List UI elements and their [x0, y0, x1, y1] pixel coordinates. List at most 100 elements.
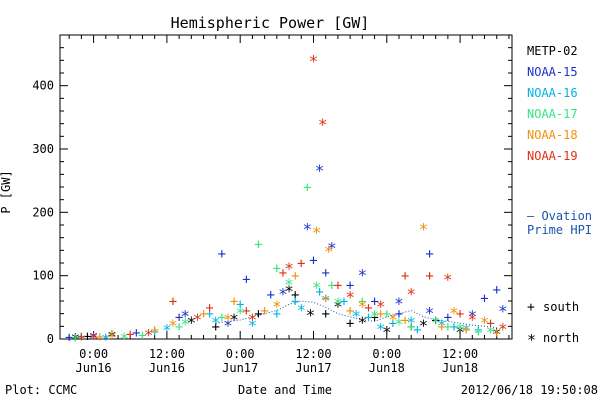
x-tick-label-time: 0:00	[372, 347, 401, 361]
south-point-noaa-16: +	[273, 307, 281, 323]
legend-item-noaa-17: NOAA-17	[527, 107, 578, 121]
north-point-metp-02: *	[70, 329, 80, 348]
north-point-metp-02: *	[333, 297, 343, 316]
south-point-noaa-19: +	[279, 266, 287, 282]
x-tick-label-time: 12:00	[149, 347, 185, 361]
north-point-noaa-15: *	[358, 266, 368, 285]
north-point-noaa-15: *	[498, 302, 508, 321]
south-point-metp-02: +	[346, 316, 354, 332]
north-point-noaa-18: *	[312, 223, 322, 242]
north-point-noaa-16: *	[296, 300, 306, 319]
south-point-noaa-16: +	[450, 319, 458, 335]
south-point-noaa-18: +	[230, 294, 238, 310]
legend: METP-02 NOAA-15 NOAA-16 NOAA-17 NOAA-18 NOAA-…	[527, 44, 592, 349]
north-point-noaa-18: *	[324, 242, 334, 261]
south-point-noaa-16: +	[389, 316, 397, 332]
x-tick-label-time: 12:00	[295, 347, 331, 361]
south-point-noaa-17: +	[407, 319, 415, 335]
south-point-metp-02: +	[321, 307, 329, 323]
north-point-noaa-17: *	[284, 275, 294, 294]
north-point-noaa-16: *	[376, 319, 386, 338]
legend-item-noaa-18: NOAA-18	[527, 128, 578, 142]
y-tick-label: 300	[32, 142, 54, 156]
north-point-noaa-15: *	[223, 316, 233, 335]
legend-ovation-line2: Prime HPI	[527, 223, 592, 237]
south-point-noaa-15: +	[346, 278, 354, 294]
south-point-noaa-17: +	[138, 328, 146, 344]
north-point-noaa-19: *	[284, 259, 294, 278]
south-point-noaa-18: +	[95, 329, 103, 345]
south-point-noaa-19: +	[242, 304, 250, 320]
north-point-noaa-16: *	[211, 313, 221, 332]
y-tick-label: 0	[47, 332, 54, 346]
north-point-noaa-16: *	[321, 291, 331, 310]
north-point-noaa-19: *	[318, 115, 328, 134]
north-point-metp-02: *	[492, 324, 502, 343]
south-point-noaa-15: +	[370, 294, 378, 310]
footer-timestamp: 2012/06/18 19:50:08	[461, 383, 598, 397]
south-point-noaa-17: +	[358, 294, 366, 310]
legend-item-noaa-16: NOAA-16	[527, 86, 578, 100]
north-point-noaa-15: *	[467, 307, 477, 326]
north-point-noaa-19: *	[193, 310, 203, 329]
south-point-noaa-19: +	[126, 327, 134, 343]
x-tick-label-date: Jun16	[149, 361, 185, 375]
south-point-noaa-16: +	[291, 294, 299, 310]
north-point-metp-02: *	[455, 323, 465, 342]
south-point-metp-02: +	[431, 313, 439, 329]
ovation-line	[215, 300, 497, 329]
north-point-noaa-19: *	[345, 288, 355, 307]
south-point-metp-02: +	[83, 329, 91, 345]
north-point-noaa-16: *	[351, 307, 361, 326]
south-point-noaa-18: +	[401, 313, 409, 329]
south-point-noaa-17: +	[303, 180, 311, 196]
south-point-noaa-15: +	[444, 310, 452, 326]
north-point-noaa-15: *	[89, 328, 99, 347]
south-point-noaa-16: +	[413, 323, 421, 339]
north-point-noaa-19: *	[309, 51, 319, 70]
north-point-metp-02: *	[284, 281, 294, 300]
y-tick-label: 100	[32, 269, 54, 283]
south-point-noaa-16: +	[205, 307, 213, 323]
north-point-noaa-17: *	[119, 329, 129, 348]
x-tick-label-date: Jun16	[76, 361, 112, 375]
south-point-noaa-15: +	[480, 291, 488, 307]
north-point-noaa-19: *	[406, 285, 416, 304]
y-tick-label: 200	[32, 205, 54, 219]
north-point-noaa-18: *	[388, 310, 398, 329]
north-point-noaa-19: *	[248, 310, 258, 329]
south-point-noaa-17: +	[383, 307, 391, 323]
south-point-noaa-18: +	[291, 269, 299, 285]
x-tick-label-date: Jun18	[442, 361, 478, 375]
south-point-noaa-17: +	[444, 319, 452, 335]
north-point-noaa-19: *	[467, 310, 477, 329]
north-point-noaa-16: *	[437, 316, 447, 335]
south-point-noaa-15: +	[425, 247, 433, 263]
x-tick-label-time: 0:00	[79, 347, 108, 361]
south-point-metp-02: +	[370, 310, 378, 326]
x-tick-label-time: 0:00	[226, 347, 255, 361]
south-point-noaa-19: +	[425, 269, 433, 285]
south-point-noaa-18: +	[493, 326, 501, 342]
north-point-noaa-19: *	[89, 329, 99, 348]
north-point-noaa-17: *	[180, 314, 190, 333]
north-point-noaa-19: *	[498, 319, 508, 338]
x-tick-label-date: Jun17	[295, 361, 331, 375]
north-point-noaa-16: *	[461, 321, 471, 340]
legend-north-symbol: *	[527, 331, 536, 349]
south-point-noaa-18: +	[260, 304, 268, 320]
south-point-noaa-19: +	[205, 300, 213, 316]
chart-title: Hemispheric Power [GW]	[171, 14, 370, 32]
south-point-metp-02: +	[254, 307, 262, 323]
south-point-noaa-15: +	[218, 247, 226, 263]
legend-item-noaa-15: NOAA-15	[527, 65, 578, 79]
north-point-noaa-17: *	[235, 304, 245, 323]
south-point-noaa-17: +	[218, 310, 226, 326]
north-point-noaa-17: *	[333, 294, 343, 313]
x-axis-label: Date and Time	[238, 383, 332, 397]
y-tick-label: 400	[32, 79, 54, 93]
south-point-noaa-19: +	[297, 256, 305, 272]
north-point-noaa-16: *	[406, 313, 416, 332]
